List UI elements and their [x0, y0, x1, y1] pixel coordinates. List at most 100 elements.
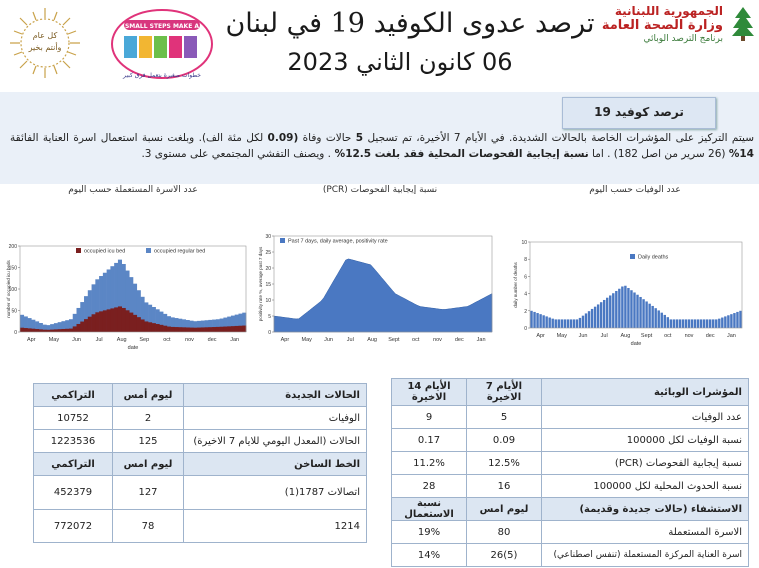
regular-bed-bar — [38, 322, 43, 332]
pcr-chart-title: نسبة إيجابية الفحوصات (PCR) — [322, 185, 438, 195]
wreath-icon — [10, 8, 80, 78]
icu-bed-bar — [230, 326, 235, 332]
daily-deaths-bar — [666, 317, 670, 328]
regular-bed-bar — [200, 320, 205, 332]
y-tick-label: 200 — [9, 244, 18, 250]
hosp-h-usage: نسبة الاستعمال — [391, 497, 467, 521]
icu-bed-bar — [174, 327, 179, 332]
regular-bed-bar — [163, 313, 168, 332]
icu-bed-bar — [84, 319, 89, 332]
summary-tab-title: ترصد كوفيد 19 — [594, 105, 684, 119]
icu-bed-bar — [242, 325, 247, 332]
regular-bed-bar — [151, 307, 156, 332]
icu-bed-bar — [57, 329, 62, 332]
daily-deaths-bar — [699, 319, 703, 328]
y-tick-label: 0 — [14, 330, 17, 336]
daily-deaths-bar — [724, 316, 727, 328]
icu-bed-bar — [212, 327, 217, 332]
wreath-line1: كل عام — [32, 31, 58, 40]
regular-bed-bar — [155, 309, 160, 332]
regular-bed-bar — [238, 313, 243, 332]
icu-bed-bar — [178, 327, 183, 332]
deaths-chart: daily number of deaths 10 8 6 4 2 0 Apr May Jun Ju… — [508, 236, 748, 360]
daily-deaths-bar — [609, 295, 612, 328]
summary-pcr-text: نسبة إيجابية الفحوصات المحلية فقد بلغت 1… — [331, 148, 589, 160]
daily-deaths-bar — [581, 315, 585, 328]
campaign-logo: SMALL STEPS MAKE A BIG IMPACT خطوات صغير… — [110, 8, 214, 84]
regular-bed-bar — [208, 319, 213, 332]
daily-deaths-bar — [681, 319, 685, 328]
x-tick-label: Aug — [367, 337, 377, 343]
icu-bed-bar — [72, 326, 77, 332]
ind-h-title: المؤشرات الوبائية — [541, 378, 749, 406]
indicators-table: الأيام 14 الاخيرة الأيام 7 الاخيرة المؤش… — [391, 378, 749, 567]
table-row: 0.17 0.09 نسبة الوفيات لكل 100000 — [391, 428, 749, 452]
daily-deaths-bar — [687, 319, 691, 328]
daily-deaths-bar — [696, 319, 700, 328]
campaign-text: خطوات صغيرة بتعمل فرق كبير — [123, 72, 201, 79]
table-row: 11.2% 12.5% نسبة إيجابية الفحوصات (PCR) — [391, 451, 749, 475]
regular-bed-bar — [20, 314, 25, 332]
hotline-h-yesterday: ليوم امس — [112, 452, 184, 476]
ind-h-14days: الأيام 14 الاخيرة — [391, 378, 467, 406]
icu-bed-bar — [110, 308, 115, 332]
regular-bed-bar — [87, 290, 92, 332]
cell-yesterday: 78 — [112, 509, 184, 543]
regular-bed-bar — [234, 314, 239, 332]
pcr-series-area — [273, 258, 493, 333]
icu-bed-bar — [151, 323, 156, 332]
summary-death-rate: (0.09 — [267, 132, 299, 144]
daily-deaths-bar — [533, 311, 536, 328]
daily-deaths-bar — [636, 294, 639, 328]
regular-bed-bar — [114, 262, 119, 332]
cell-label: الحالات (المعدل اليومي للايام 7 الاخيرة) — [183, 429, 367, 453]
regular-bed-bar — [31, 319, 36, 332]
regular-bed-bar — [166, 316, 171, 332]
daily-deaths-bar — [618, 288, 621, 328]
x-tick-label: nov — [685, 333, 694, 339]
regular-bed-bar — [159, 311, 164, 332]
summary-text-c: لكل مئة الف). وبلغت نسبة استعمال اسرة ال… — [10, 132, 268, 144]
x-tick-label: dec — [455, 337, 464, 343]
y-tick-label: 25 — [265, 250, 271, 256]
icu-bed-bar — [144, 321, 149, 332]
regular-bed-bar — [53, 323, 58, 332]
summary-icu-pct: 14% — [728, 148, 754, 160]
ministry-line1: الجمهورية اللبنانية — [614, 4, 723, 18]
daily-deaths-bar — [593, 306, 597, 328]
x-tick-label: Apr — [536, 333, 545, 339]
icu-bed-bar — [27, 328, 32, 332]
hotline-h-title: الخط الساخن — [183, 452, 367, 476]
daily-deaths-bar — [596, 304, 600, 328]
icu-bed-bar — [91, 314, 96, 332]
cell-yesterday: 80 — [466, 520, 542, 544]
x-tick-label: May — [557, 333, 568, 339]
cell-cumulative: 10752 — [33, 406, 113, 430]
icu-bed-bar — [181, 327, 187, 332]
hosp-h-yesterday: ليوم امس — [466, 497, 542, 521]
regular-bed-bar — [27, 318, 32, 332]
x-tick-label: Jun — [72, 337, 81, 343]
icu-bed-bar — [125, 310, 130, 332]
campaign-badge-icon — [111, 9, 213, 79]
y-tick-label: 10 — [265, 298, 271, 304]
beds-chart: number of occupied icu beds 200 150 100 50 0 A… — [4, 238, 250, 360]
cell-7days: 16 — [466, 474, 542, 498]
cell-cumulative: 772072 — [33, 509, 113, 543]
cases-h-yesterday: ليوم أمس — [112, 383, 184, 407]
summary-text-e: . ويصنف التفشي المجتمعي على مستوى 3. — [141, 148, 331, 160]
regular-bed-bar — [193, 321, 198, 332]
y-tick-label: 15 — [265, 282, 271, 288]
cell-7days: 12.5% — [466, 451, 542, 475]
daily-deaths-bar — [602, 299, 606, 328]
cell-14days: 0.17 — [391, 428, 467, 452]
x-tick-label: nov — [185, 337, 194, 343]
regular-bed-bar — [57, 322, 62, 332]
regular-bed-bar — [212, 319, 217, 332]
icu-bed-bar — [185, 327, 190, 332]
table-row: 1223536 125 الحالات (المعدل اليومي للايا… — [33, 429, 367, 453]
daily-deaths-bar — [657, 310, 660, 328]
y-tick-label: 5 — [268, 314, 271, 320]
regular-bed-bar — [136, 290, 141, 332]
daily-deaths-bar — [606, 297, 609, 328]
